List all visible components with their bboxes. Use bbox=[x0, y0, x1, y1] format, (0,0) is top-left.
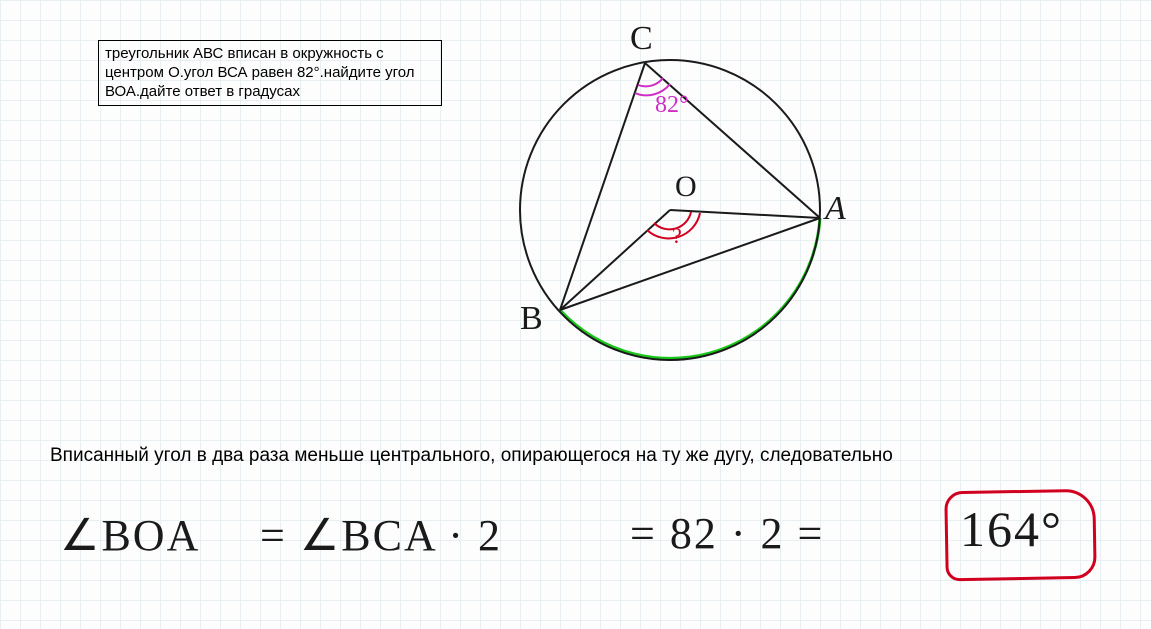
side-cb bbox=[560, 63, 645, 310]
label-a: A bbox=[825, 190, 846, 228]
angle-mark-inscribed-1 bbox=[638, 78, 663, 86]
answer-highlight-box bbox=[944, 489, 1097, 582]
central-angle-value: ? bbox=[672, 223, 682, 249]
arc-ba-highlight bbox=[560, 218, 820, 358]
label-b: B bbox=[520, 300, 543, 338]
explanation-text: Вписанный угол в два раза меньше централ… bbox=[50, 445, 893, 467]
problem-statement: треугольник АВС вписан в окружность с це… bbox=[98, 40, 442, 106]
radius-oa bbox=[670, 210, 820, 218]
side-ca bbox=[645, 63, 820, 218]
side-ba bbox=[560, 218, 820, 310]
problem-text: треугольник АВС вписан в окружность с це… bbox=[105, 45, 415, 100]
geometry-diagram: C A B O 82° ? bbox=[460, 30, 890, 405]
calc-lhs: ∠BOA bbox=[60, 510, 200, 561]
calc-eq2: = 82 · 2 = bbox=[630, 508, 824, 559]
inscribed-angle-value: 82° bbox=[655, 92, 689, 119]
calc-eq1: = ∠BCA · 2 bbox=[260, 510, 502, 561]
label-c: C bbox=[630, 20, 653, 58]
label-o: O bbox=[675, 170, 697, 204]
